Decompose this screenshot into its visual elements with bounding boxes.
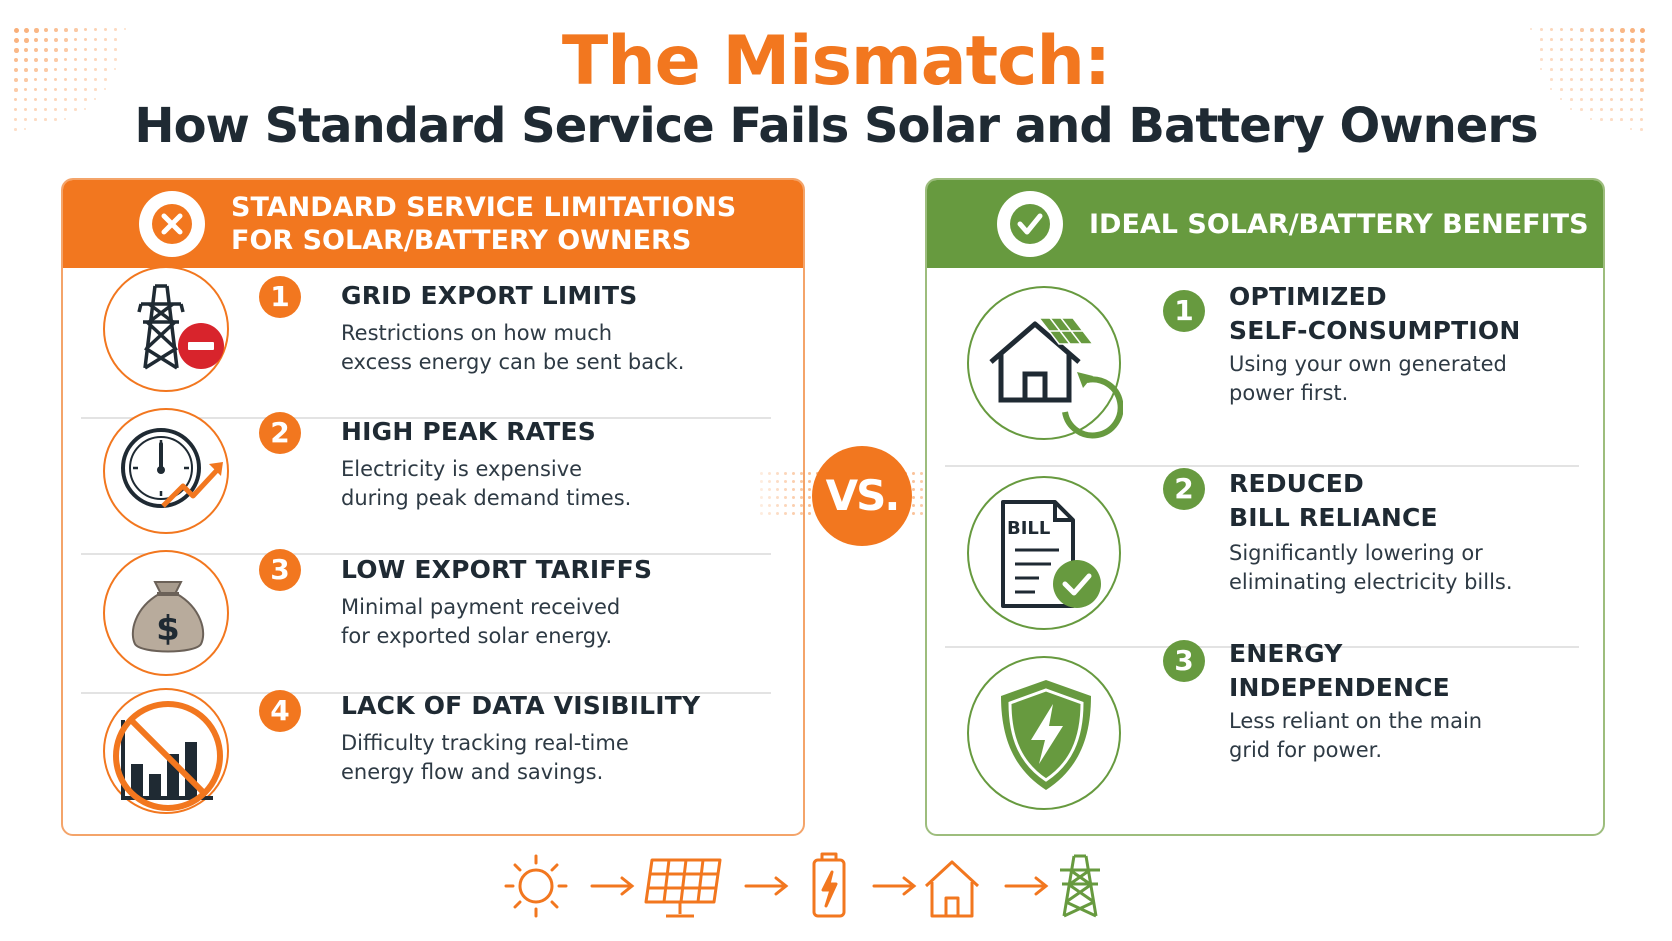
- solar-panel-icon: [644, 858, 722, 918]
- benefits-header-text: IDEAL SOLAR/BATTERY BENEFITS: [1089, 208, 1589, 240]
- item-number: 1: [259, 276, 301, 318]
- energy-flow: [496, 850, 1156, 922]
- divider: [81, 417, 771, 419]
- item-description: Difficulty tracking real-time energy flo…: [341, 731, 629, 784]
- item-title: OPTIMIZED SELF-CONSUMPTION: [1229, 282, 1521, 345]
- item-description: Minimal payment received for exported so…: [341, 595, 621, 648]
- power-tower-stop-icon: [103, 266, 229, 392]
- money-bag-icon: $: [103, 550, 229, 676]
- item-description: Less reliant on the main grid for power.: [1229, 709, 1483, 762]
- battery-icon: [812, 852, 846, 918]
- item-title: HIGH PEAK RATES: [341, 417, 596, 446]
- item-title: REDUCED BILL RELIANCE: [1229, 469, 1438, 532]
- item-number: 3: [1163, 640, 1205, 682]
- page-subtitle: How Standard Service Fails Solar and Bat…: [134, 98, 1538, 154]
- item-number: 2: [259, 412, 301, 454]
- item-number: 3: [259, 549, 301, 591]
- house-icon: [924, 860, 980, 918]
- item-title: ENERGY INDEPENDENCE: [1229, 639, 1450, 702]
- arrow-icon: [1004, 876, 1049, 896]
- item-description: Using your own generated power first.: [1229, 352, 1507, 405]
- bill-check-icon: BILL: [967, 476, 1121, 630]
- vs-badge: VS.: [812, 446, 912, 546]
- solar-house-cycle-icon: [967, 286, 1124, 440]
- clock-rising-icon: [103, 408, 229, 534]
- page-title: The Mismatch:: [561, 22, 1111, 101]
- limitations-header-text: STANDARD SERVICE LIMITATIONS FOR SOLAR/B…: [231, 192, 737, 256]
- svg-text:$: $: [156, 609, 180, 649]
- item-description: Electricity is expensive during peak dem…: [341, 457, 632, 510]
- item-description: Restrictions on how much excess energy c…: [341, 321, 685, 374]
- item-number: 4: [259, 690, 301, 732]
- x-icon: [139, 191, 205, 257]
- check-icon: [997, 191, 1063, 257]
- item-title: GRID EXPORT LIMITS: [341, 281, 638, 310]
- divider: [81, 553, 771, 555]
- item-title: LOW EXPORT TARIFFS: [341, 555, 653, 584]
- arrow-icon: [744, 876, 789, 896]
- no-data-chart-icon: [103, 688, 229, 814]
- decorative-dots-left: [14, 28, 164, 158]
- decorative-dots-right: [1510, 28, 1660, 158]
- item-title: LACK OF DATA VISIBILITY: [341, 691, 701, 720]
- divider: [945, 465, 1579, 467]
- arrow-icon: [872, 876, 917, 896]
- divider: [81, 692, 771, 694]
- bill-label: BILL: [1007, 518, 1050, 539]
- item-description: Significantly lowering or eliminating el…: [1229, 541, 1513, 594]
- power-tower-icon: [1060, 854, 1100, 918]
- arrow-icon: [590, 876, 635, 896]
- shield-bolt-icon: [967, 656, 1121, 810]
- benefits-panel: IDEAL SOLAR/BATTERY BENEFITS 1 OPTIMIZED…: [925, 178, 1605, 836]
- item-number: 1: [1163, 290, 1205, 332]
- divider: [945, 646, 1579, 648]
- sun-icon: [504, 854, 568, 918]
- item-number: 2: [1163, 468, 1205, 510]
- limitations-header: STANDARD SERVICE LIMITATIONS FOR SOLAR/B…: [63, 180, 803, 268]
- limitations-panel: STANDARD SERVICE LIMITATIONS FOR SOLAR/B…: [61, 178, 805, 836]
- benefits-header: IDEAL SOLAR/BATTERY BENEFITS: [927, 180, 1603, 268]
